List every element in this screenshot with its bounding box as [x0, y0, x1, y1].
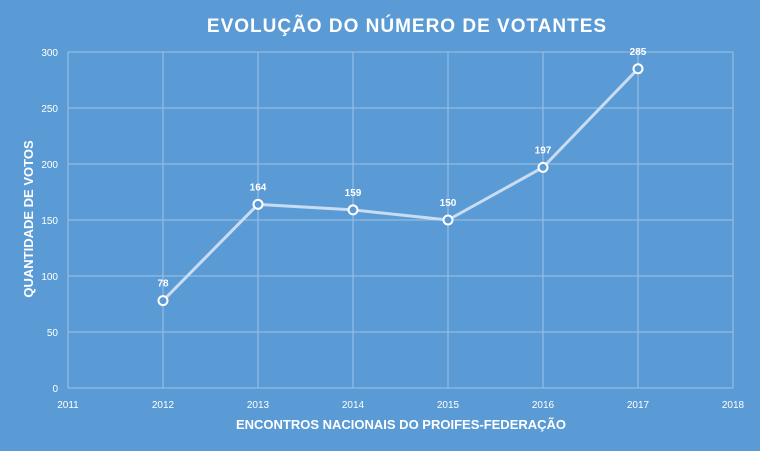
- x-tick-label: 2011: [57, 400, 79, 411]
- x-tick-label: 2018: [722, 400, 745, 411]
- y-tick-label: 300: [41, 48, 58, 59]
- y-tick-label: 200: [41, 160, 58, 171]
- axes: [67, 52, 733, 389]
- y-axis-title: QUANTIDADE DE VOTOS: [21, 140, 36, 298]
- data-label: 150: [440, 198, 457, 209]
- points-layer: [157, 63, 644, 307]
- y-tick-label: 150: [41, 216, 58, 227]
- x-tick-label: 2013: [247, 400, 270, 411]
- data-label: 285: [630, 47, 647, 58]
- tick-labels: 0 50 100 150 200 250 300 2011 2012 2013 2014 2015 20…: [41, 48, 744, 411]
- x-tick-label: 2017: [627, 400, 650, 411]
- data-point: [632, 63, 644, 75]
- x-tick-label: 2014: [342, 400, 365, 411]
- data-label: 197: [535, 145, 552, 156]
- data-label: 159: [345, 188, 362, 199]
- data-labels: 78 164 159 150 197 285: [157, 47, 646, 290]
- data-point: [252, 198, 264, 210]
- data-point: [537, 161, 549, 173]
- data-point: [347, 204, 359, 216]
- y-tick-label: 100: [41, 272, 58, 283]
- x-tick-label: 2012: [152, 400, 175, 411]
- x-tick-label: 2015: [437, 400, 460, 411]
- x-tick-label: 2016: [532, 400, 555, 411]
- series-layer: [161, 67, 640, 303]
- y-tick-label: 0: [52, 384, 58, 395]
- x-axis-title: ENCONTROS NACIONAIS DO PROIFES-FEDERAÇÃO: [236, 417, 566, 432]
- data-point: [157, 295, 169, 307]
- chart-title: EVOLUÇÃO DO NÚMERO DE VOTANTES: [207, 15, 607, 37]
- data-label: 78: [157, 279, 169, 290]
- grid-lines: [68, 51, 734, 388]
- data-point: [442, 214, 454, 226]
- y-tick-label: 50: [47, 328, 59, 339]
- series-line: [161, 67, 640, 303]
- y-tick-label: 250: [41, 104, 58, 115]
- data-label: 164: [250, 182, 267, 193]
